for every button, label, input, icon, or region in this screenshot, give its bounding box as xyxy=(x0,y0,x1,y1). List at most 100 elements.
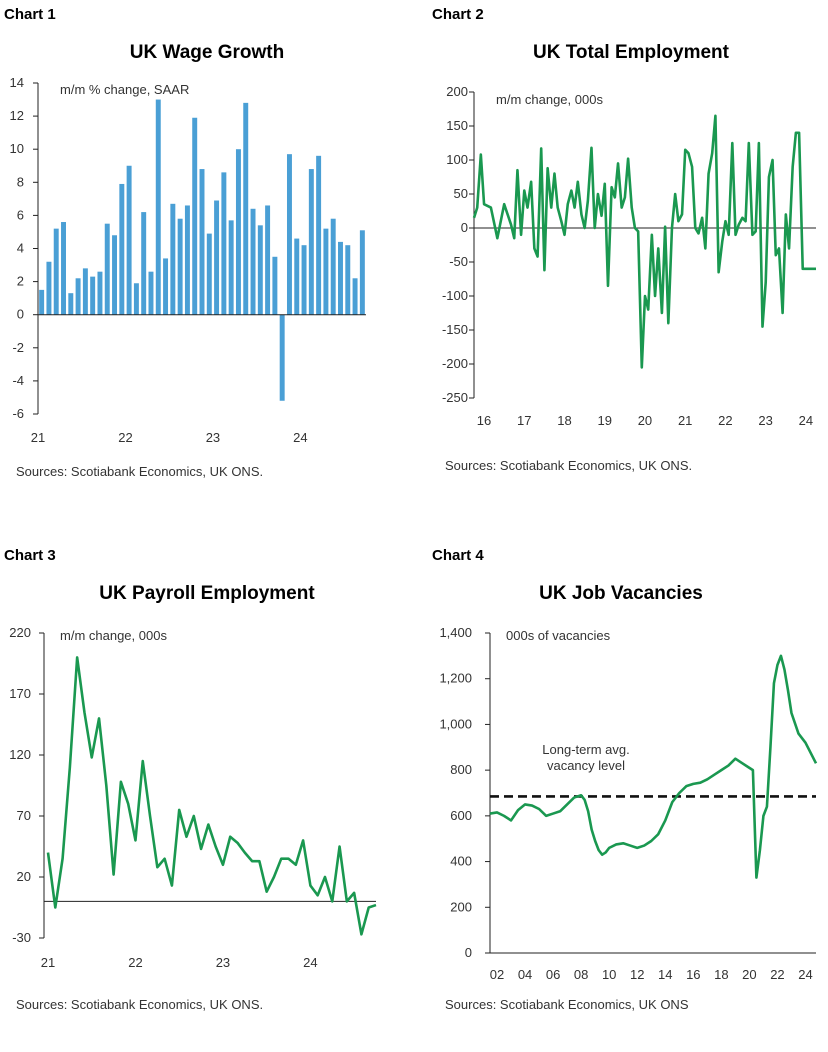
y-tick-label: -50 xyxy=(449,254,468,269)
x-tick-label: 22 xyxy=(718,413,732,428)
chart1-title: UK Wage Growth xyxy=(129,42,285,63)
bar xyxy=(338,241,343,315)
x-tick-label: 19 xyxy=(597,413,611,428)
x-tick-label: 17 xyxy=(517,413,531,428)
x-tick-label: 14 xyxy=(658,967,672,982)
y-tick-label: 0 xyxy=(461,220,468,235)
bar xyxy=(177,218,183,315)
y-tick-label: 1,400 xyxy=(439,625,472,640)
bar xyxy=(345,245,351,315)
chart4-title: UK Job Vacancies xyxy=(539,583,703,604)
bar xyxy=(170,203,176,315)
bar xyxy=(39,289,45,315)
y-tick-label: 1,000 xyxy=(439,716,472,731)
x-tick-label: 22 xyxy=(118,430,132,445)
y-tick-label: 8 xyxy=(17,174,24,189)
x-tick-label: 06 xyxy=(546,967,560,982)
y-tick-label: -4 xyxy=(12,373,24,388)
x-tick-label: 16 xyxy=(477,413,491,428)
y-tick-label: 800 xyxy=(450,762,472,777)
x-tick-label: 08 xyxy=(574,967,588,982)
bar xyxy=(148,271,154,315)
bar xyxy=(294,238,300,315)
bar xyxy=(97,271,103,315)
chart1-source: Sources: Scotiabank Economics, UK ONS. xyxy=(16,464,264,479)
bar xyxy=(286,154,292,315)
unit-label: 000s of vacancies xyxy=(506,628,611,643)
y-tick-label: 10 xyxy=(10,141,24,156)
chart4-label: Chart 4 xyxy=(432,547,484,564)
y-tick-label: 400 xyxy=(450,854,472,869)
bar xyxy=(265,205,271,315)
chart1-plot: 14 12 10 8 6 4 2 0 -2 -4 -6 21 22 23 24 m/m % change, S… xyxy=(10,75,366,445)
chart2-title: UK Total Employment xyxy=(533,42,729,63)
bar xyxy=(82,268,88,315)
x-tick-label: 21 xyxy=(678,413,692,428)
y-tick-label: -250 xyxy=(442,390,468,405)
bar xyxy=(250,208,256,315)
series-line xyxy=(472,114,816,369)
unit-label: m/m change, 000s xyxy=(496,92,603,107)
x-tick-label: 21 xyxy=(41,955,55,970)
bar xyxy=(279,314,285,401)
x-tick-label: 20 xyxy=(638,413,652,428)
y-tick-label: 1,200 xyxy=(439,671,472,686)
chart4-source: Sources: Scotiabank Economics, UK ONS xyxy=(445,997,689,1012)
x-tick-label: 16 xyxy=(686,967,700,982)
y-tick-label: 12 xyxy=(10,108,24,123)
y-tick-label: -200 xyxy=(442,356,468,371)
x-tick-label: 02 xyxy=(490,967,504,982)
y-tick-label: -6 xyxy=(12,406,24,421)
bar xyxy=(323,228,329,315)
chart3-label: Chart 3 xyxy=(4,547,56,564)
x-tick-label: 18 xyxy=(557,413,571,428)
y-tick-label: 0 xyxy=(465,945,472,960)
y-tick-label: 200 xyxy=(446,84,468,99)
bar xyxy=(308,169,314,315)
x-tick-label: 22 xyxy=(128,955,142,970)
y-tick-label: 150 xyxy=(446,118,468,133)
y-tick-label: 4 xyxy=(17,241,24,256)
bar xyxy=(75,278,81,315)
bar xyxy=(272,256,278,315)
bar xyxy=(155,99,161,315)
bar xyxy=(199,169,205,315)
chart2-label: Chart 2 xyxy=(432,6,484,23)
bar xyxy=(206,233,212,315)
unit-label: m/m % change, SAAR xyxy=(60,82,189,97)
y-tick-label: 120 xyxy=(9,747,31,762)
bar xyxy=(330,218,336,315)
bar xyxy=(221,172,227,315)
bar xyxy=(112,235,118,315)
y-tick-label: 600 xyxy=(450,808,472,823)
y-tick-label: 0 xyxy=(17,307,24,322)
x-tick-label: 23 xyxy=(216,955,230,970)
chart3-title: UK Payroll Employment xyxy=(99,583,315,604)
bar xyxy=(243,102,249,315)
bar xyxy=(257,225,263,315)
x-tick-label: 22 xyxy=(770,967,784,982)
chart1-panel: Chart 1 UK Wage Growth 14 12 10 8 6 4 2 0 -2 -4 -6… xyxy=(0,0,414,511)
bar xyxy=(46,261,52,315)
y-tick-label: 20 xyxy=(17,869,31,884)
x-tick-label: 24 xyxy=(303,955,317,970)
x-tick-label: 23 xyxy=(206,430,220,445)
x-tick-label: 24 xyxy=(293,430,307,445)
x-tick-label: 21 xyxy=(31,430,45,445)
chart4-panel: Chart 4 UK Job Vacancies 1,400 1,200 1,000… xyxy=(414,541,828,1052)
y-tick-label: 100 xyxy=(446,152,468,167)
series-line xyxy=(46,656,377,936)
x-tick-label: 20 xyxy=(742,967,756,982)
y-tick-label: -30 xyxy=(12,930,31,945)
x-tick-label: 10 xyxy=(602,967,616,982)
bar xyxy=(192,117,198,315)
series-line xyxy=(489,654,818,879)
chart2-plot: 200 150 100 50 0 -50 -100 -150 -200 -250 16 17 18 19 2… xyxy=(442,84,816,428)
bar xyxy=(61,222,66,315)
bar xyxy=(184,205,190,315)
y-tick-label: -100 xyxy=(442,288,468,303)
bar xyxy=(163,258,169,315)
bar xyxy=(133,283,139,315)
y-tick-label: 2 xyxy=(17,274,24,289)
x-tick-label: 24 xyxy=(798,967,812,982)
